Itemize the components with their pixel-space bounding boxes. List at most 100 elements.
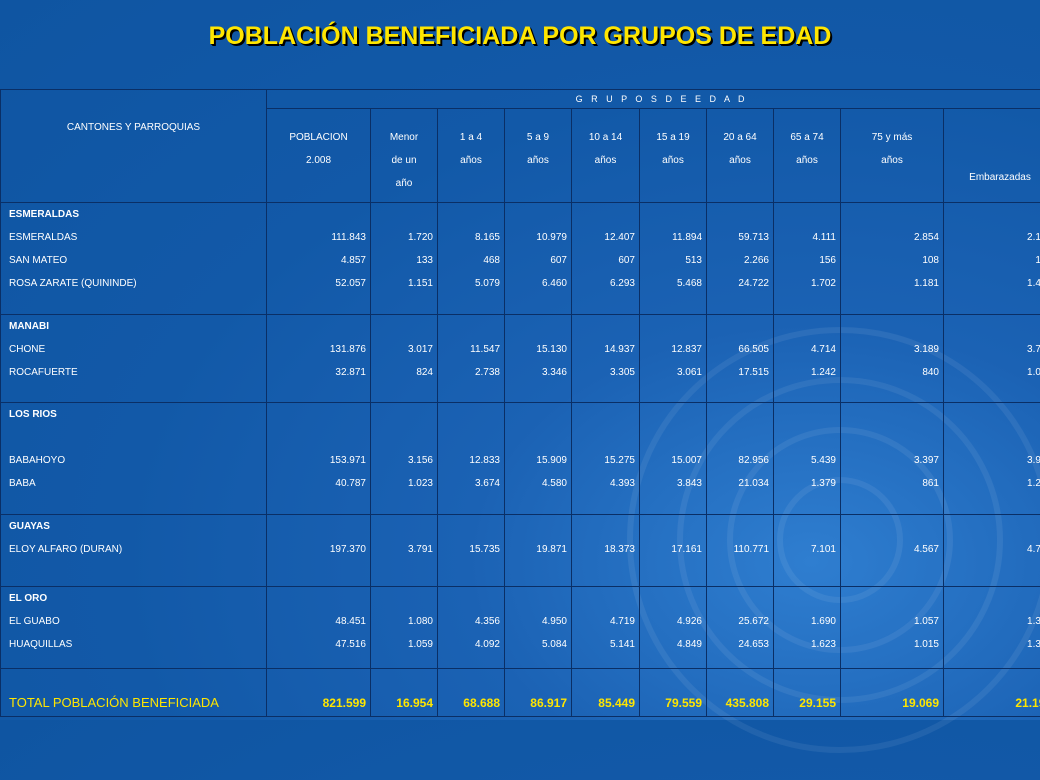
cell-value: 3.189 (841, 338, 939, 361)
cell-value: 1.151 (371, 272, 433, 295)
cell-value: 12.407 (572, 226, 635, 249)
cell-value: 1.278 (944, 472, 1040, 495)
row-label: CHONE (9, 338, 266, 361)
row-values: 2.1491661.439 (944, 203, 1040, 315)
cell-value: 12.833 (438, 449, 500, 472)
row-values: 17.161 (640, 515, 707, 587)
cell-value: 3.017 (371, 338, 433, 361)
cell-value: 21.034 (707, 472, 769, 495)
cell-value: 861 (841, 472, 939, 495)
row-values: 7.101 (774, 515, 841, 587)
province-name: ESMERALDAS (9, 203, 266, 226)
row-label: SAN MATEO (9, 249, 266, 272)
cell-value: 3.346 (505, 361, 567, 384)
cell-value: 1.379 (774, 472, 836, 495)
cell-value: 1.080 (371, 610, 433, 633)
total-value: 79.559 (640, 669, 707, 717)
cell-value: 4.950 (505, 610, 567, 633)
cell-value: 108 (841, 249, 939, 272)
cell-value: 17.515 (707, 361, 769, 384)
cell-value: 3.156 (371, 449, 433, 472)
cell-value: 1.720 (371, 226, 433, 249)
cell-value: 5.141 (572, 633, 635, 656)
province-name: GUAYAS (9, 515, 266, 538)
cell-value: 15.909 (505, 449, 567, 472)
cell-value: 1.059 (371, 633, 433, 656)
row-values: 4.567 (841, 515, 944, 587)
cell-value: 4.111 (774, 226, 836, 249)
cell-value: 11.547 (438, 338, 500, 361)
cell-value: 5.079 (438, 272, 500, 295)
row-values: 110.771 (707, 515, 774, 587)
cell-value: 1.242 (774, 361, 836, 384)
province-name: MANABI (9, 315, 266, 338)
header-groups-row: CANTONES Y PARROQUIAS G R U P O S D E E … (1, 90, 1040, 109)
cell-value: 48.451 (267, 610, 366, 633)
total-row: TOTAL POBLACIÓN BENEFICIADA 821.599 16.9… (1, 669, 1040, 717)
header-embarazadas: Embarazadas (944, 109, 1040, 203)
cell-value: 3.674 (438, 472, 500, 495)
cell-value: 1.623 (774, 633, 836, 656)
cell-value: 12.837 (640, 338, 702, 361)
cell-value: 1.057 (841, 610, 939, 633)
cell-value: 2.266 (707, 249, 769, 272)
row-values: 4.739 (944, 515, 1040, 587)
cell-value: 824 (371, 361, 433, 384)
row-label: ROSA ZARATE (QUININDE) (9, 272, 266, 295)
row-values: 19.871 (505, 515, 572, 587)
cell-value: 66.505 (707, 338, 769, 361)
cell-value: 156 (774, 249, 836, 272)
row-values: 15.735 (438, 515, 505, 587)
cell-value: 4.857 (267, 249, 366, 272)
cell-value: 1.015 (841, 633, 939, 656)
total-value: 85.449 (572, 669, 640, 717)
cell-value: 25.672 (707, 610, 769, 633)
row-values: 18.373 (572, 515, 640, 587)
cell-value: 3.061 (640, 361, 702, 384)
row-values: 3.7711.030 (944, 315, 1040, 403)
cell-value: 153.971 (267, 449, 366, 472)
cell-value: 3.843 (640, 472, 702, 495)
cell-value: 2.854 (841, 226, 939, 249)
cell-value: 32.871 (267, 361, 366, 384)
page-title: POBLACIÓN BENEFICIADA POR GRUPOS DE EDAD (0, 22, 1040, 51)
cell-value: 513 (640, 249, 702, 272)
cell-value: 4.092 (438, 633, 500, 656)
row-label: ROCAFUERTE (9, 361, 266, 384)
header-cantones: CANTONES Y PARROQUIAS (1, 90, 267, 203)
cell-value: 40.787 (267, 472, 366, 495)
total-label: TOTAL POBLACIÓN BENEFICIADA (1, 669, 267, 717)
row-label: BABAHOYO (9, 449, 266, 472)
cell-value: 4.567 (841, 538, 939, 561)
cell-value: 1.181 (841, 272, 939, 295)
cell-value: 24.722 (707, 272, 769, 295)
cell-value: 1.439 (944, 272, 1040, 295)
cell-value: 18.373 (572, 538, 635, 561)
